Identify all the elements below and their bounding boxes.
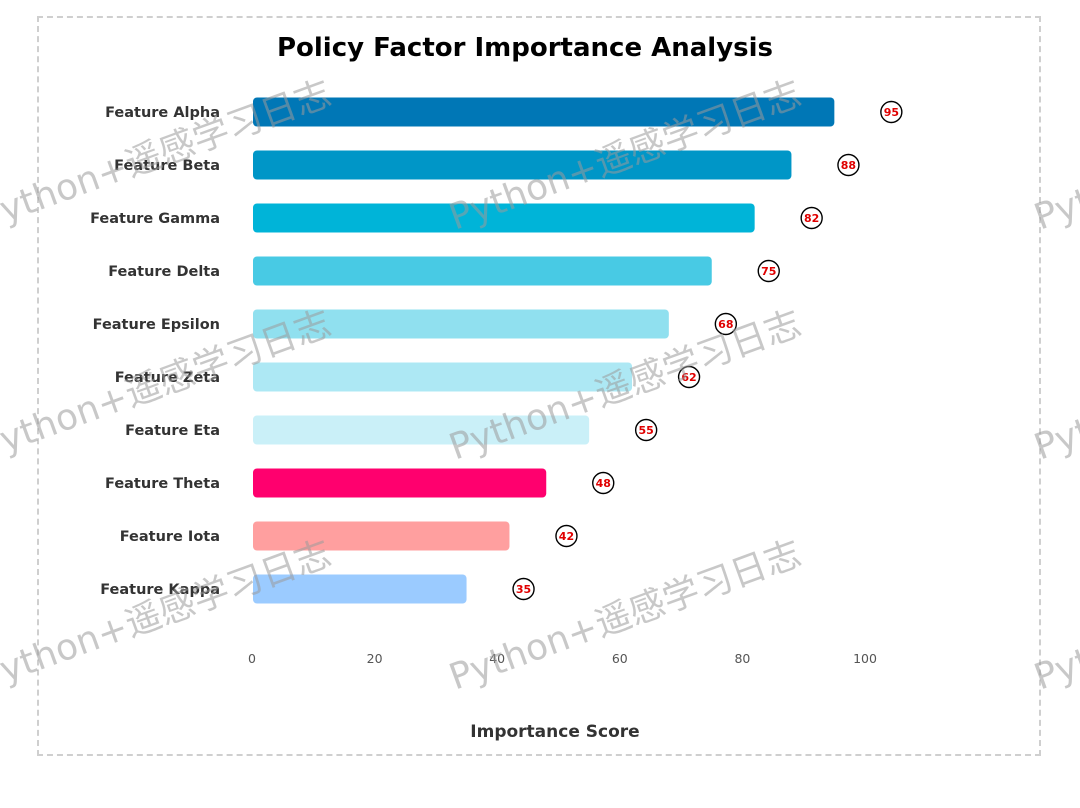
value-badge (555, 524, 578, 548)
bar (253, 309, 669, 339)
bar (253, 362, 633, 392)
bar (253, 203, 755, 233)
category-label: Feature Alpha (105, 105, 220, 121)
category-label: Feature Kappa (100, 582, 220, 598)
value-label: 42 (559, 530, 574, 543)
value-badge (757, 259, 780, 283)
bar (253, 150, 792, 180)
value-badge (592, 471, 615, 495)
watermark-text: Python+遥感学习日志 (0, 533, 337, 698)
watermark-text: Python+遥感学习日志 (1029, 303, 1080, 468)
chart-title: Policy Factor Importance Analysis (277, 33, 773, 63)
value-label: 48 (596, 477, 611, 490)
x-tick-label: 20 (367, 651, 383, 666)
bar (253, 521, 510, 551)
x-tick-label: 40 (489, 651, 505, 666)
category-label: Feature Eta (125, 423, 220, 439)
value-badge (677, 365, 701, 389)
value-label: 82 (804, 212, 819, 225)
bar (253, 468, 547, 498)
value-label: 88 (841, 159, 856, 172)
category-label: Feature Beta (114, 158, 220, 174)
x-tick-label: 80 (734, 651, 750, 666)
category-label: Feature Delta (108, 264, 220, 280)
x-tick-label: 100 (853, 651, 877, 666)
value-badge (634, 418, 658, 442)
value-badge (512, 577, 535, 601)
category-label: Feature Zeta (115, 370, 220, 386)
value-badge (837, 153, 860, 177)
category-label: Feature Gamma (90, 211, 220, 227)
value-label: 68 (718, 318, 733, 331)
x-tick-label: 60 (612, 651, 628, 666)
value-badge (714, 312, 738, 336)
x-axis-title: Importance Score (470, 722, 639, 742)
category-label: Feature Epsilon (93, 317, 220, 333)
x-ticks-group: 0 20 40 60 80 100 (248, 651, 877, 666)
category-label: Feature Theta (105, 476, 220, 492)
bars-group: Feature Alpha 95 Feature Beta 88 Feature Gam… (90, 97, 903, 604)
value-label: 95 (884, 106, 899, 119)
value-label: 35 (516, 583, 531, 596)
watermark-text: Python+遥感学习日志 (1029, 73, 1080, 238)
bar (253, 97, 835, 127)
value-label: 75 (761, 265, 776, 278)
chart-frame (37, 16, 1041, 756)
value-label: 55 (638, 424, 653, 437)
x-tick-label: 0 (248, 651, 256, 666)
bar (253, 574, 467, 604)
category-label: Feature Iota (120, 529, 220, 545)
watermark-text: Python+遥感学习日志 (1029, 533, 1080, 698)
bar (253, 415, 590, 445)
value-label: 62 (681, 371, 696, 384)
value-badge (880, 100, 903, 124)
bar (253, 256, 712, 286)
value-badge (800, 206, 823, 230)
watermark-text: Python+遥感学习日志 (444, 533, 807, 698)
